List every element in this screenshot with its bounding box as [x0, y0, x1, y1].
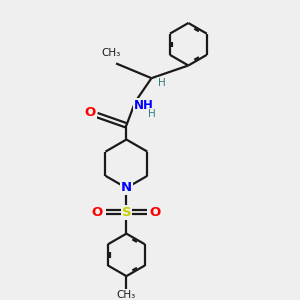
- Text: O: O: [92, 206, 103, 219]
- Text: O: O: [150, 206, 161, 219]
- Text: CH₃: CH₃: [101, 48, 120, 58]
- Text: NH: NH: [134, 99, 153, 112]
- Text: H: H: [148, 109, 155, 119]
- Text: O: O: [85, 106, 96, 118]
- Text: N: N: [121, 182, 132, 194]
- Text: H: H: [158, 78, 166, 88]
- Text: S: S: [122, 206, 131, 219]
- Text: CH₃: CH₃: [117, 290, 136, 300]
